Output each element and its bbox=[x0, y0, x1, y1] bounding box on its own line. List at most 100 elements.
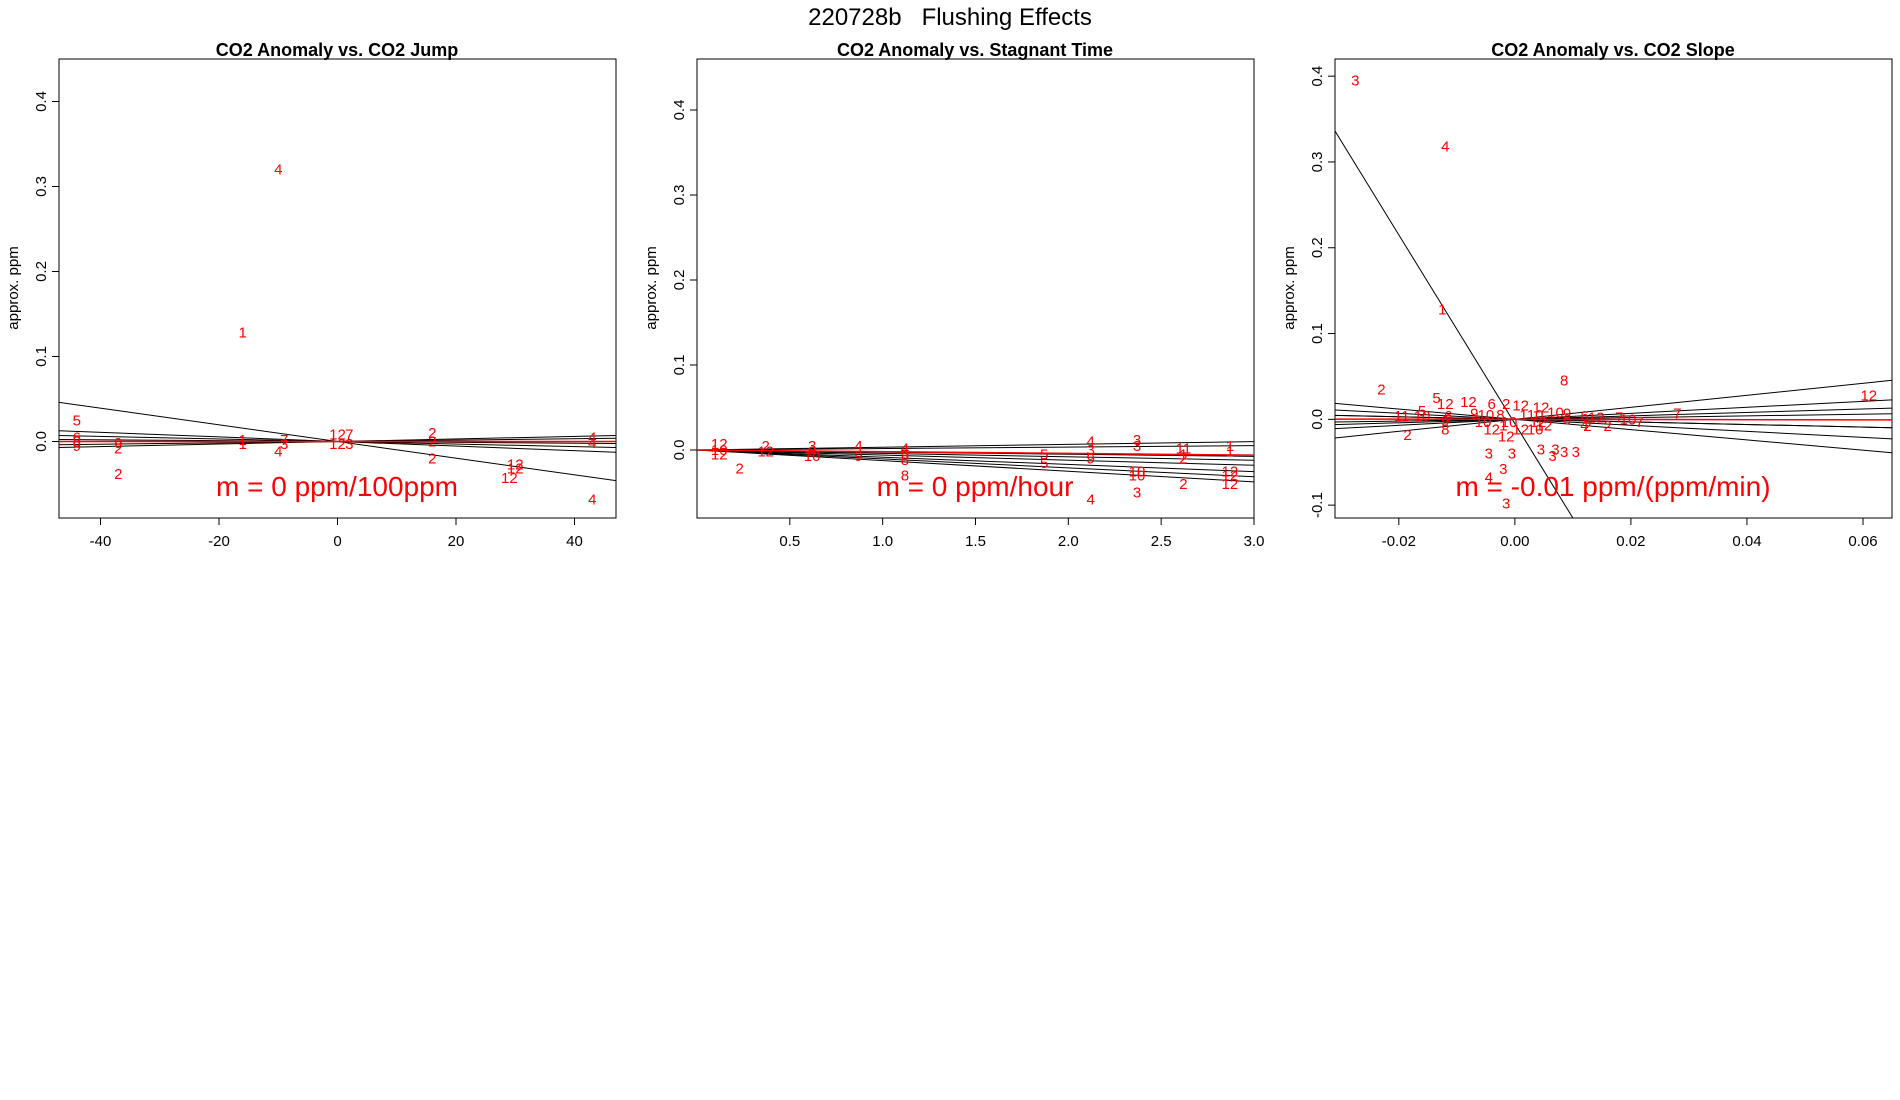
data-point: 4 bbox=[588, 491, 596, 508]
data-point: 1 bbox=[239, 432, 247, 449]
data-point: 3 bbox=[1133, 432, 1141, 449]
fit-line bbox=[1335, 409, 1892, 440]
x-tick-label: 0 bbox=[333, 533, 341, 550]
y-tick-label: 0.3 bbox=[33, 176, 50, 197]
fit-line bbox=[1335, 379, 1892, 439]
data-point: 3 bbox=[1502, 495, 1510, 512]
data-point: 2 bbox=[1403, 427, 1411, 444]
y-tick-label: 0.4 bbox=[671, 100, 688, 121]
data-point: 9 bbox=[808, 444, 816, 461]
data-point: 12 bbox=[1588, 410, 1605, 427]
data-point: 10 bbox=[1129, 468, 1146, 485]
panel-co2-slope: CO2 Anomaly vs. CO2 Slope approx. ppm -0… bbox=[1281, 40, 1893, 550]
data-point: 12 bbox=[1860, 387, 1877, 404]
fit-line bbox=[697, 449, 1254, 478]
fit-line bbox=[1335, 407, 1892, 426]
x-tick-label: -40 bbox=[90, 533, 112, 550]
data-point: 9 bbox=[1563, 405, 1571, 422]
y-tick-label: 0.0 bbox=[671, 440, 688, 461]
data-point: 12 bbox=[329, 427, 346, 444]
data-point: 2 bbox=[1179, 476, 1187, 493]
data-point: 9 bbox=[114, 435, 122, 452]
slope-annotation: m = 0 ppm/hour bbox=[877, 471, 1074, 502]
panel-title: CO2 Anomaly vs. Stagnant Time bbox=[837, 40, 1113, 60]
data-point: 11 bbox=[1394, 408, 1410, 425]
x-tick-label: 0.02 bbox=[1616, 533, 1645, 550]
data-point: 12 bbox=[1512, 398, 1529, 415]
data-point: 5 bbox=[1040, 455, 1048, 472]
fit-line bbox=[697, 449, 1254, 466]
data-point: 12 bbox=[329, 436, 346, 453]
data-point: 7 bbox=[1615, 410, 1623, 427]
data-point: 2 bbox=[428, 434, 436, 451]
data-point: 9 bbox=[73, 438, 81, 455]
data-point: 2 bbox=[114, 440, 122, 457]
data-point: 10 bbox=[1414, 408, 1431, 425]
data-point: 5 bbox=[1432, 390, 1440, 407]
y-tick-label: 0.1 bbox=[671, 355, 688, 376]
y-tick-label: 0.0 bbox=[1309, 409, 1326, 430]
data-point: 5 bbox=[901, 446, 909, 463]
x-tick-label: 3.0 bbox=[1244, 533, 1265, 550]
data-point: 3 bbox=[1560, 444, 1568, 461]
y-tick-label: 0.0 bbox=[33, 431, 50, 452]
x-tick-label: 2.5 bbox=[1151, 533, 1172, 550]
data-point: 12 bbox=[1498, 428, 1515, 445]
y-tick-label: 0.4 bbox=[33, 91, 50, 112]
data-point: 3 bbox=[1508, 446, 1516, 463]
data-point: 12 bbox=[711, 436, 728, 453]
x-tick-label: 40 bbox=[566, 533, 583, 550]
data-point: 6 bbox=[73, 429, 81, 446]
data-point: 12 bbox=[507, 461, 524, 478]
data-point: 3 bbox=[1572, 444, 1580, 461]
data-point: 3 bbox=[345, 436, 353, 453]
data-point: 2 bbox=[1604, 418, 1612, 435]
data-point: 1 bbox=[1179, 446, 1187, 463]
data-point: 6 bbox=[1563, 411, 1571, 428]
data-point: 3 bbox=[808, 438, 816, 455]
data-point: 10 bbox=[1547, 404, 1564, 421]
data-point: 11 bbox=[1176, 440, 1192, 457]
panel-co2-jump: CO2 Anomaly vs. CO2 Jump approx. ppm -40… bbox=[5, 40, 617, 550]
data-point: 9 bbox=[1086, 451, 1094, 468]
x-tick-label: -20 bbox=[208, 533, 230, 550]
data-point: 10 bbox=[1475, 414, 1492, 431]
data-point: 4 bbox=[901, 440, 909, 457]
x-tick-label: 1.5 bbox=[965, 533, 986, 550]
data-point: 3 bbox=[1351, 72, 1359, 89]
data-point: 4 bbox=[1485, 470, 1493, 487]
data-point: 4 bbox=[588, 429, 596, 446]
fit-line bbox=[1335, 402, 1892, 454]
mean-fit-line bbox=[1335, 418, 1892, 421]
y-tick-label: 0.2 bbox=[1309, 237, 1326, 258]
data-point: 12 bbox=[507, 456, 524, 473]
data-point: 7 bbox=[345, 427, 353, 444]
data-point: 9 bbox=[1470, 405, 1478, 422]
data-point: 10 bbox=[804, 448, 821, 465]
data-point: 8 bbox=[1496, 407, 1504, 424]
data-point: 1 bbox=[1499, 417, 1507, 434]
panel-stagnant-time: CO2 Anomaly vs. Stagnant Time approx. pp… bbox=[643, 40, 1264, 550]
x-tick-label: -0.02 bbox=[1382, 533, 1416, 550]
data-point: 4 bbox=[588, 435, 596, 452]
data-point: 12 bbox=[711, 446, 728, 463]
y-tick-label: 0.1 bbox=[33, 346, 50, 367]
panel-title: CO2 Anomaly vs. CO2 Jump bbox=[216, 40, 458, 60]
fit-line bbox=[1335, 399, 1892, 430]
data-point: 4 bbox=[1086, 491, 1094, 508]
data-point: 1 bbox=[1438, 302, 1446, 319]
data-point: 12 bbox=[1536, 417, 1553, 434]
data-point: 8 bbox=[73, 434, 81, 451]
data-point: 3 bbox=[1133, 485, 1141, 502]
data-point: 2 bbox=[428, 451, 436, 468]
data-point: 10 bbox=[1129, 463, 1146, 480]
data-point: 4 bbox=[274, 444, 282, 461]
y-tick-label: 0.3 bbox=[671, 185, 688, 206]
y-axis-label: approx. ppm bbox=[5, 246, 22, 329]
data-point: 12 bbox=[1222, 476, 1239, 493]
data-point: 8 bbox=[1441, 422, 1449, 439]
fit-line bbox=[1335, 414, 1892, 429]
data-point: 3 bbox=[1133, 438, 1141, 455]
x-tick-label: 0.04 bbox=[1732, 533, 1761, 550]
data-point: 6 bbox=[1580, 408, 1588, 425]
